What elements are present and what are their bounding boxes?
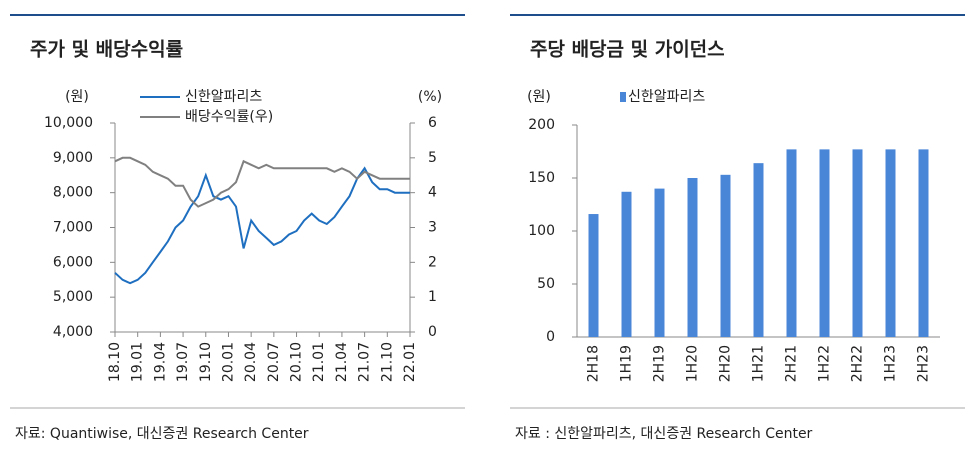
x-tick-label: 2H18 (586, 345, 602, 382)
x-tick-label: 21.07 (357, 342, 373, 382)
x-tick-label: 22.01 (402, 342, 418, 382)
x-tick-label: 21.01 (311, 342, 327, 382)
bar (654, 188, 665, 337)
x-tick-label: 20.04 (243, 342, 259, 382)
x-tick-label: 18.10 (107, 342, 123, 382)
y2-tick-label: 0 (428, 324, 437, 340)
chart-title: 주가 및 배당수익률 (30, 39, 183, 61)
y-tick-label: 200 (528, 117, 555, 133)
bar (621, 191, 632, 337)
legend-label: 신한알파리츠 (628, 89, 705, 105)
legend-label: 신한알파리츠 (185, 89, 262, 105)
x-tick-label: 2H21 (784, 345, 800, 382)
y-tick-label: 5,000 (53, 289, 93, 305)
y2-tick-label: 4 (428, 185, 437, 201)
bar (687, 178, 698, 337)
x-tick-label: 21.10 (379, 342, 395, 382)
x-tick-label: 2H20 (718, 345, 734, 382)
bar (819, 149, 830, 337)
y-tick-label: 9,000 (53, 150, 93, 166)
bar (720, 174, 731, 337)
y-tick-label: 4,000 (53, 324, 93, 340)
y2-tick-label: 1 (428, 289, 437, 305)
x-tick-label: 19.01 (130, 342, 146, 382)
y-tick-label: 50 (537, 276, 555, 292)
x-tick-label: 21.04 (334, 342, 350, 382)
bar (786, 149, 797, 337)
x-tick-label: 1H19 (619, 345, 635, 382)
x-tick-label: 20.01 (220, 342, 236, 382)
x-tick-label: 20.07 (266, 342, 282, 382)
x-tick-label: 19.07 (175, 342, 191, 382)
y-tick-label: 7,000 (53, 220, 93, 236)
line (114, 166, 410, 285)
y-tick-label: 150 (528, 170, 555, 186)
bar (753, 163, 764, 337)
x-tick-label: 1H20 (685, 345, 701, 382)
y-tick-label: 100 (528, 223, 555, 239)
chart-title: 주당 배당금 및 가이던스 (530, 39, 725, 61)
y2-tick-label: 5 (428, 150, 437, 166)
y2-tick-label: 2 (428, 254, 437, 270)
x-tick-label: 1H21 (751, 345, 767, 382)
source: 자료: Quantiwise, 대신증권 Research Center (15, 426, 309, 442)
x-tick-label: 19.04 (152, 342, 168, 382)
legend-swatch (620, 92, 626, 102)
y-tick-label: 8,000 (53, 185, 93, 201)
y2-tick-label: 3 (428, 220, 437, 236)
bar (852, 149, 863, 337)
x-tick-label: 19.10 (198, 342, 214, 382)
y-tick-label: 10,000 (44, 115, 93, 131)
bar (588, 214, 599, 337)
x-tick-label: 20.10 (289, 342, 305, 382)
bar (918, 149, 929, 337)
y-axis-unit: (원) (527, 89, 551, 105)
line (114, 156, 410, 208)
y-tick-label: 0 (546, 329, 555, 345)
x-tick-label: 2H23 (916, 345, 932, 382)
y-axis-unit: (원) (65, 89, 89, 105)
y2-tick-label: 6 (428, 115, 437, 131)
y2-axis-unit: (%) (418, 89, 442, 105)
x-tick-label: 1H23 (883, 345, 899, 382)
x-tick-label: 2H22 (850, 345, 866, 382)
bar (885, 149, 896, 337)
legend-label: 배당수익률(우) (185, 109, 273, 125)
x-tick-label: 1H22 (817, 345, 833, 382)
y-tick-label: 6,000 (53, 254, 93, 270)
x-tick-label: 2H19 (652, 345, 668, 382)
source: 자료 : 신한알파리츠, 대신증권 Research Center (515, 426, 813, 442)
